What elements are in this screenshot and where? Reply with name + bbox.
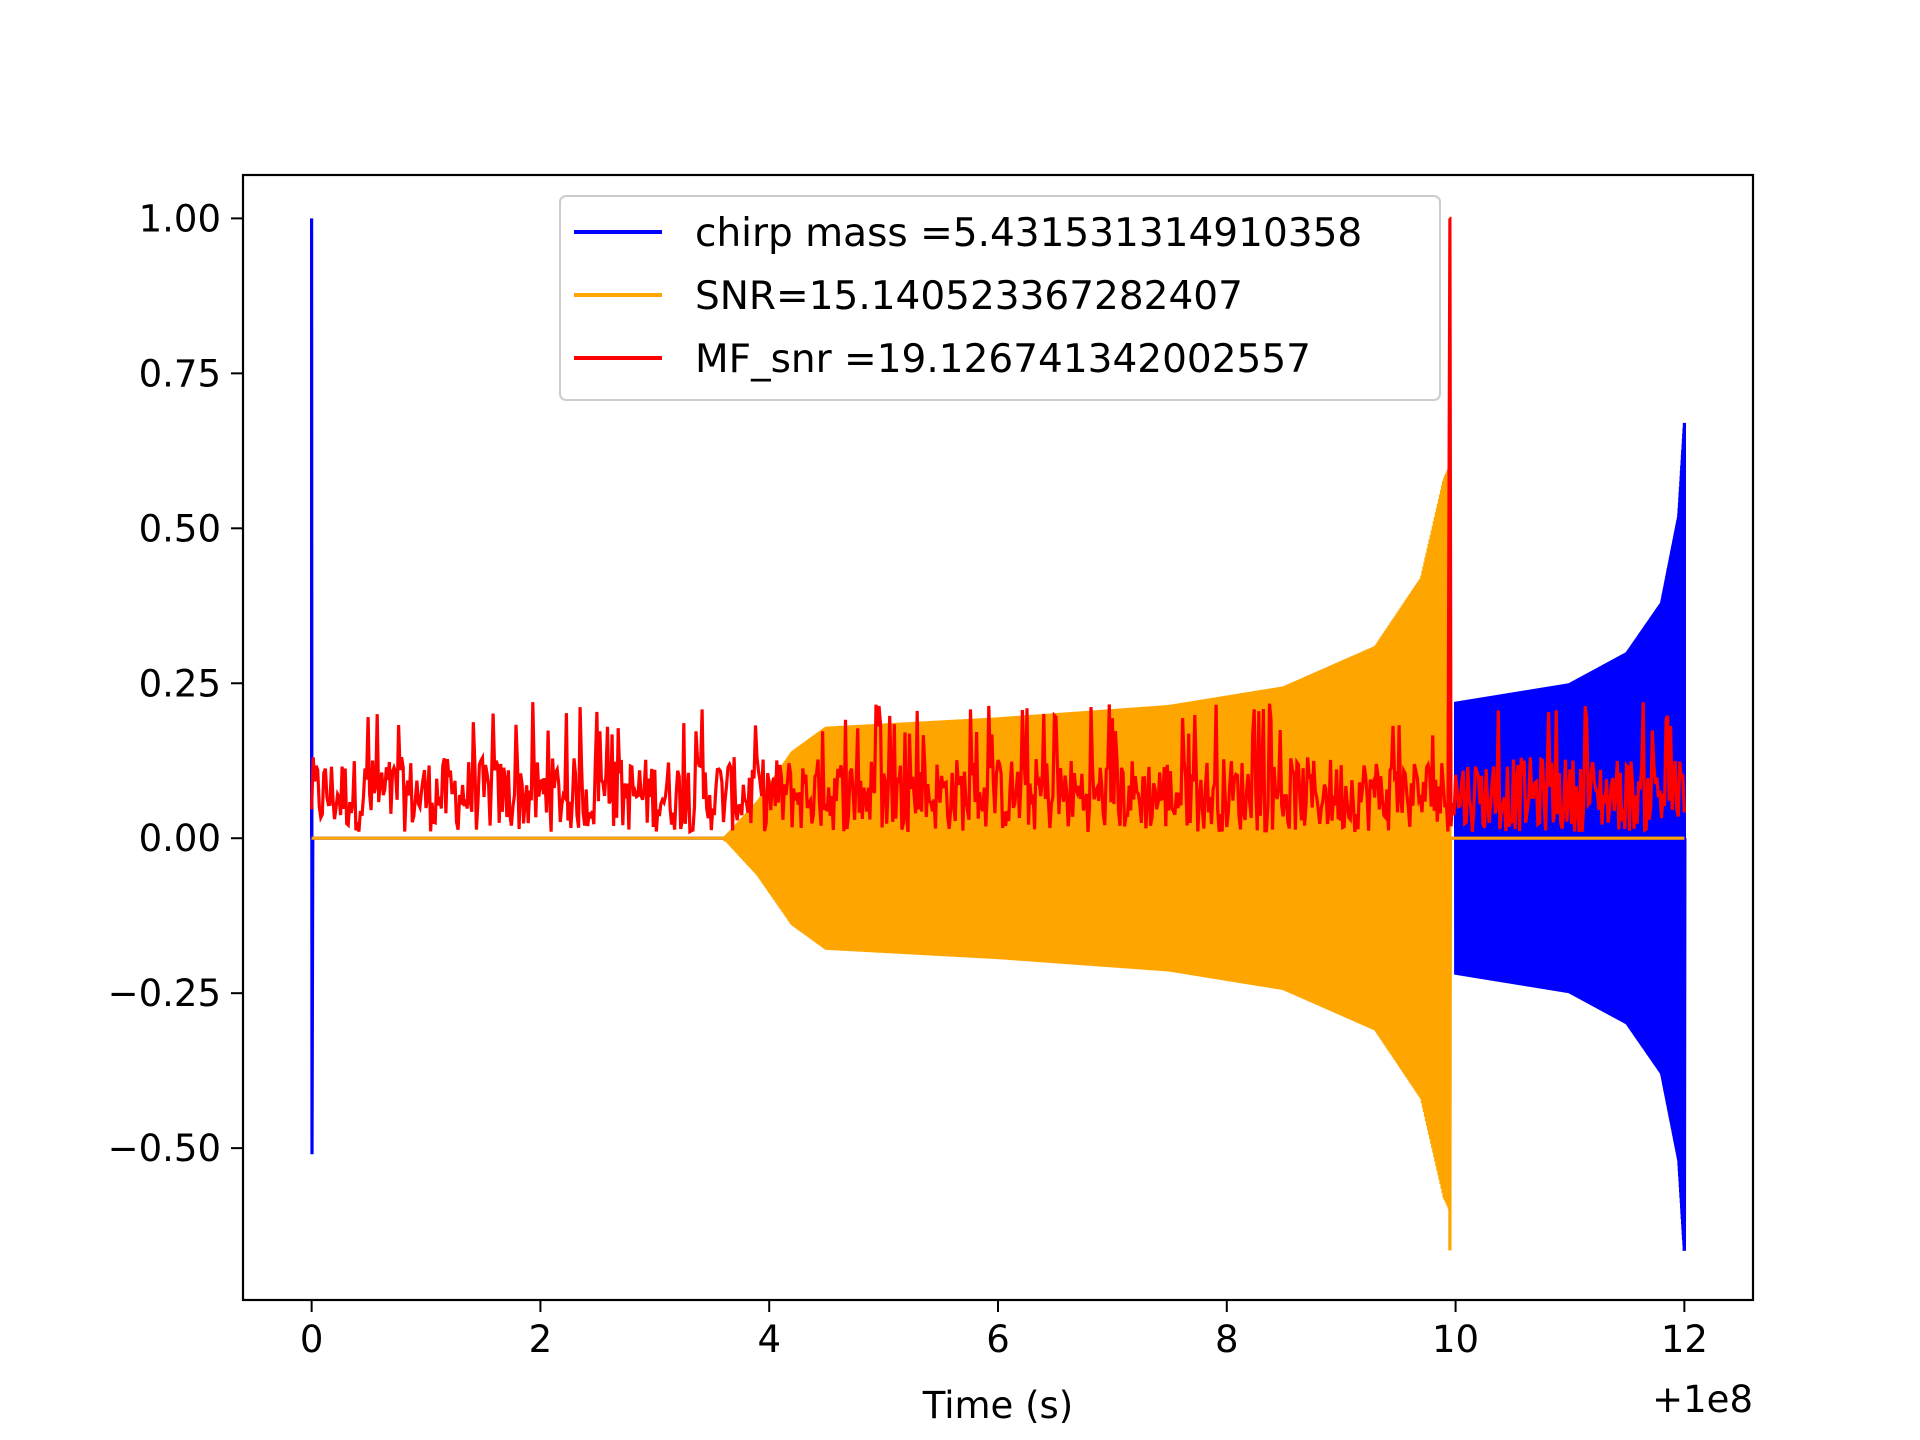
y-tick-label: 1.00 (139, 197, 221, 240)
ticks-layer: 0 2 4 6 8 10 12 1.00 0.75 0.50 0.25 0.00 −0.25 −0.50 (108, 197, 1708, 1361)
x-tick-label: 12 (1661, 1318, 1708, 1361)
series-line (310, 216, 1686, 835)
x-axis-offset-label: +1e8 (1652, 1378, 1753, 1421)
x-tick-label: 4 (757, 1318, 781, 1361)
x-tick-label: 10 (1432, 1318, 1479, 1361)
legend-entry: SNR=15.140523367282407 (695, 274, 1243, 319)
series-2 (310, 216, 1686, 835)
y-tick-label: −0.25 (108, 972, 221, 1015)
y-tick-label: −0.50 (108, 1127, 221, 1170)
series-layer (310, 216, 1687, 1251)
y-tick-label: 0.50 (139, 507, 221, 550)
y-tick-label: 0.00 (139, 817, 221, 860)
legend: chirp mass =5.431531314910358 SNR=15.1405… (559, 195, 1441, 401)
x-tick-label: 6 (986, 1318, 1010, 1361)
legend-box (559, 195, 1441, 401)
y-tick-label: 0.75 (139, 352, 221, 395)
x-tick-label: 8 (1215, 1318, 1239, 1361)
y-tick-label: 0.25 (139, 662, 221, 705)
x-tick-label: 2 (529, 1318, 553, 1361)
legend-entry: MF_snr =19.126741342002557 (695, 337, 1311, 382)
legend-entry: chirp mass =5.431531314910358 (695, 211, 1362, 256)
x-tick-label: 0 (300, 1318, 324, 1361)
x-axis-label: Time (s) (922, 1384, 1073, 1427)
